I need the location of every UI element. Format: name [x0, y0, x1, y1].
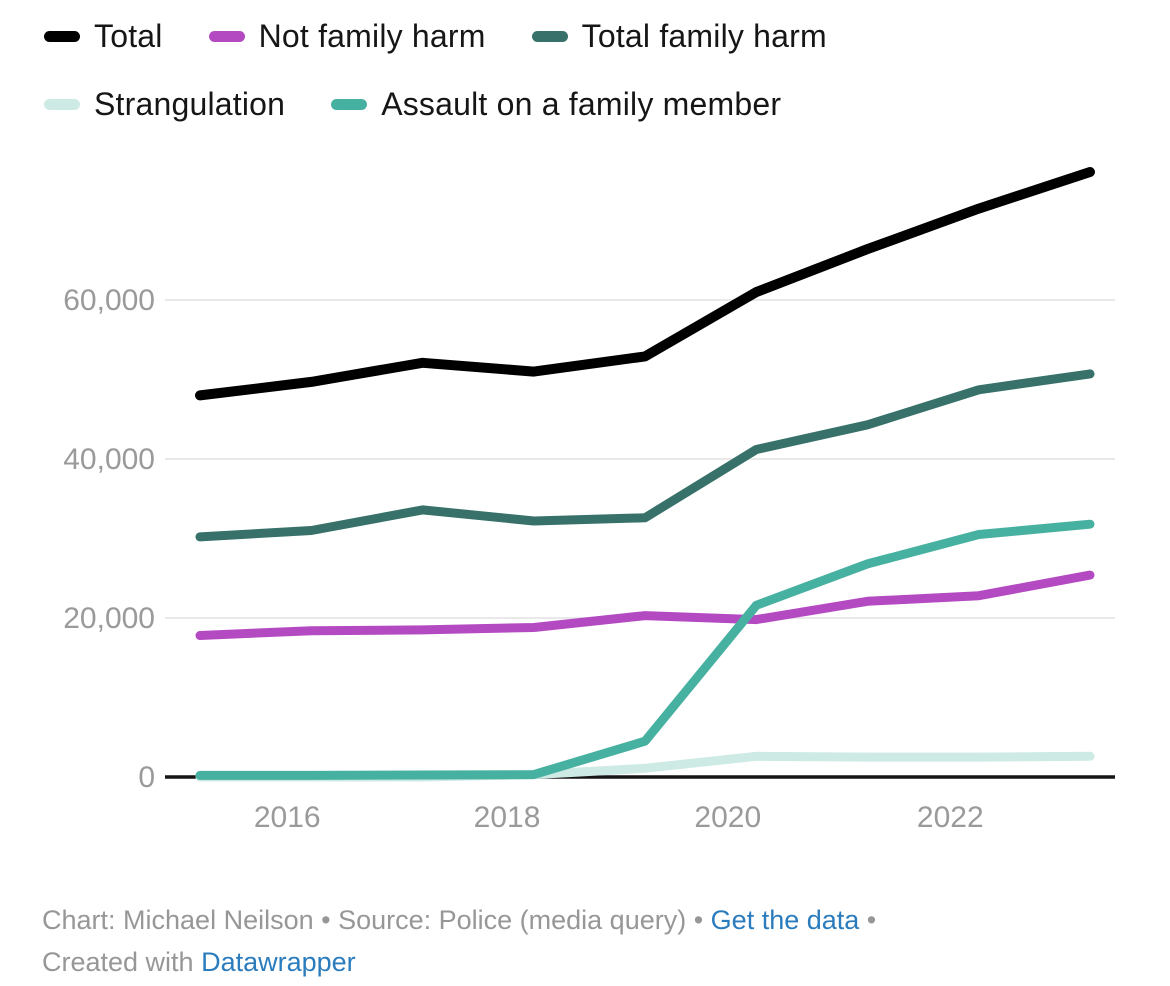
series-line-total [195, 167, 1095, 401]
footer-credit: Chart: Michael Neilson • Source: Police … [42, 905, 711, 935]
series-line-not-family-harm [195, 570, 1095, 640]
legend-label: Assault on a family member [381, 86, 782, 122]
legend-label: Not family harm [258, 18, 486, 54]
legend-label: Strangulation [94, 86, 286, 122]
y-tick-label-20000: 20,000 [63, 602, 155, 635]
legend-row: Strangulation Assault on a family member [44, 84, 1150, 124]
x-tick-label-2016: 2016 [254, 801, 321, 834]
y-tick-label-40000: 40,000 [63, 443, 155, 476]
footer-created-with: Created with [42, 947, 202, 977]
y-tick-label-0: 0 [138, 761, 155, 794]
legend-swatch-total [44, 30, 80, 42]
legend-row: Total Not family harm Total family harm [44, 16, 1150, 56]
legend-item-total: Total [44, 16, 163, 56]
legend-item-assault-on-a-family-member: Assault on a family member [331, 84, 781, 124]
legend-label: Total [94, 18, 163, 54]
legend-swatch-total-family-harm [531, 30, 568, 42]
legend-item-not-family-harm: Not family harm [208, 16, 486, 56]
legend-label: Total family harm [581, 18, 827, 54]
datawrapper-link[interactable]: Datawrapper [201, 947, 356, 977]
footer-separator: • [859, 905, 877, 935]
chart-footer: Chart: Michael Neilson • Source: Police … [42, 899, 1140, 983]
legend-swatch-not-family-harm [208, 30, 245, 42]
legend-swatch-strangulation [44, 98, 80, 110]
legend-item-strangulation: Strangulation [44, 84, 285, 124]
legend-item-total-family-harm: Total family harm [531, 16, 827, 56]
x-tick-label-2022: 2022 [917, 801, 984, 834]
line-chart: 0 20,000 40,000 60,000 2016 2018 2020 2022 [63, 167, 1115, 834]
x-tick-label-2020: 2020 [694, 801, 761, 834]
series-line-total-family-harm [195, 369, 1095, 542]
get-the-data-link[interactable]: Get the data [710, 905, 860, 935]
legend: Total Not family harm Total family harm Str… [44, 16, 1150, 124]
series-line-assault-on-a-family-member [195, 519, 1095, 780]
legend-swatch-assault-on-a-family-member [331, 98, 368, 110]
y-tick-label-60000: 60,000 [63, 284, 155, 317]
x-tick-label-2018: 2018 [474, 801, 541, 834]
